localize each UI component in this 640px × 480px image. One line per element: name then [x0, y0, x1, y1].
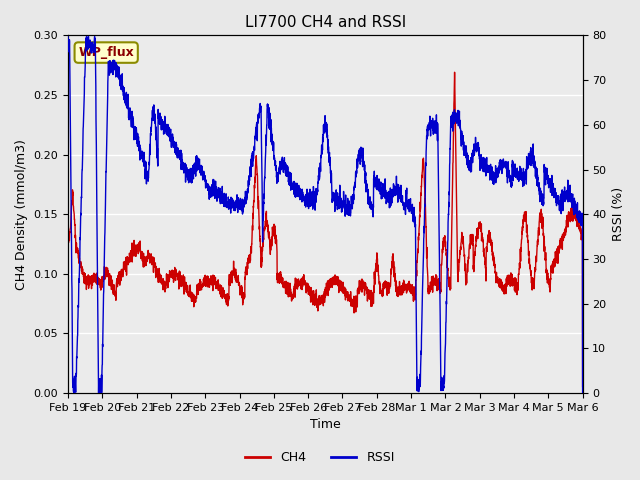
Y-axis label: CH4 Density (mmol/m3): CH4 Density (mmol/m3)	[15, 139, 28, 289]
Text: WP_flux: WP_flux	[78, 46, 134, 59]
X-axis label: Time: Time	[310, 419, 340, 432]
Title: LI7700 CH4 and RSSI: LI7700 CH4 and RSSI	[244, 15, 406, 30]
Legend: CH4, RSSI: CH4, RSSI	[240, 446, 400, 469]
Y-axis label: RSSI (%): RSSI (%)	[612, 187, 625, 241]
